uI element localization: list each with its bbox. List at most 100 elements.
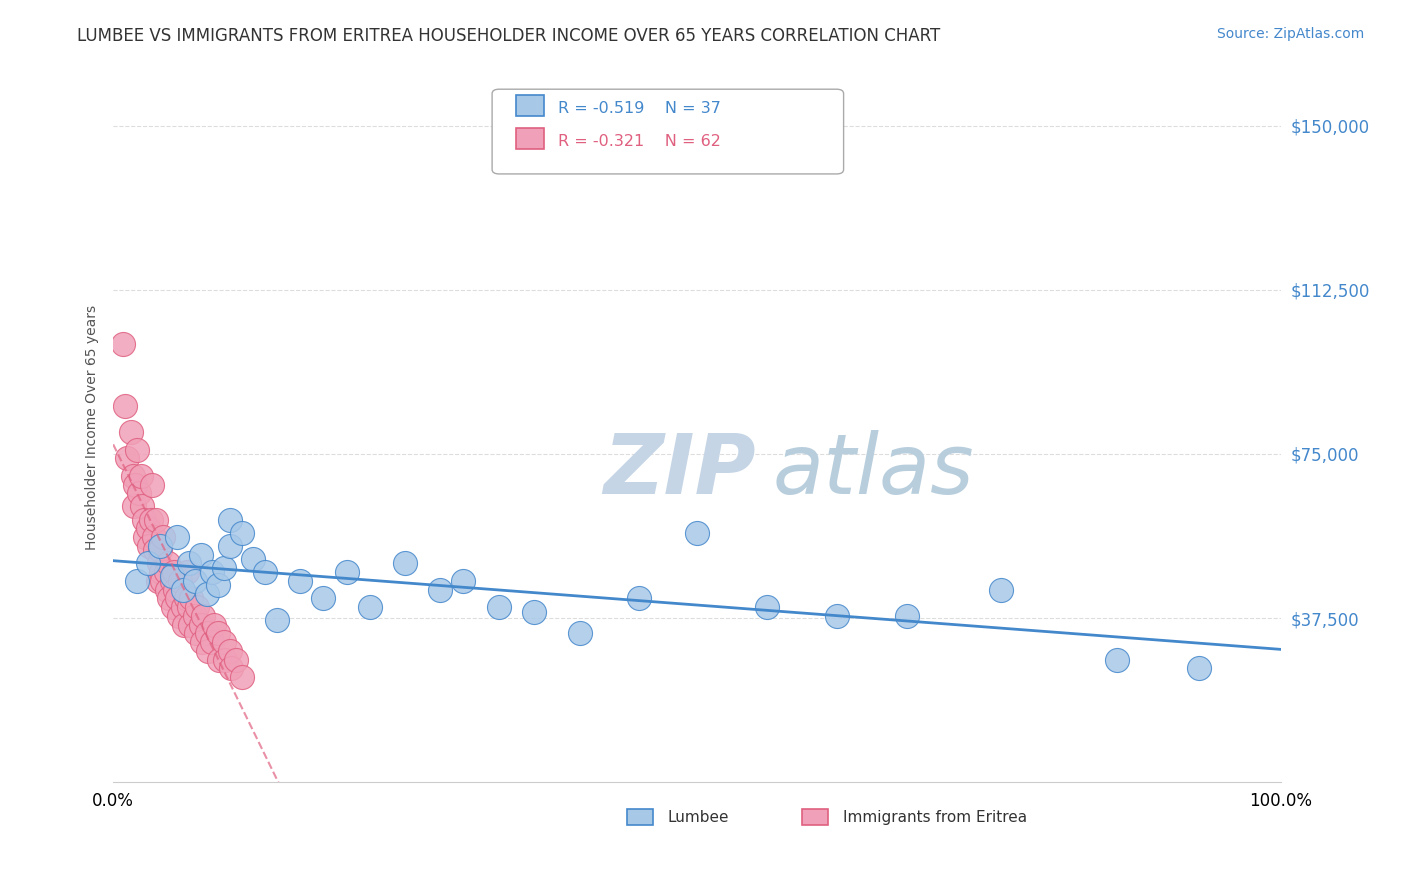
Point [120,425,142,439]
Point [162,600,184,615]
Text: LUMBEE VS IMMIGRANTS FROM ERITREA HOUSEHOLDER INCOME OVER 65 YEARS CORRELATION C: LUMBEE VS IMMIGRANTS FROM ERITREA HOUSEH… [77,27,941,45]
Point [201,565,224,579]
FancyBboxPatch shape [801,809,828,825]
Point [190,617,212,632]
Point [172,600,194,615]
Point [134,530,156,544]
Point [125,442,148,457]
Text: R = -0.321    N = 62: R = -0.321 N = 62 [558,135,721,149]
Point [149,543,172,558]
Point [115,451,138,466]
Point [124,477,146,491]
Point [756,600,779,615]
Point [169,574,191,588]
Point [152,530,174,544]
Point [225,653,247,667]
Y-axis label: Householder Income Over 65 years: Householder Income Over 65 years [86,305,100,550]
Point [242,552,264,566]
Point [166,591,188,606]
Point [219,512,242,526]
Point [155,565,177,579]
Point [202,617,225,632]
Point [156,582,179,597]
Point [136,521,159,535]
FancyBboxPatch shape [627,809,652,825]
Point [231,525,253,540]
Point [165,582,187,597]
Point [177,600,200,615]
Point [184,626,207,640]
Point [122,500,145,514]
Point [825,608,848,623]
Point [686,525,709,540]
Point [219,661,242,675]
Point [195,626,218,640]
Point [336,565,359,579]
Point [191,635,214,649]
Point [207,626,229,640]
Point [136,557,159,571]
Point [157,557,180,571]
Point [429,582,451,597]
Point [219,539,242,553]
Point [184,608,207,623]
Point [160,574,183,588]
Point [131,500,153,514]
Point [166,530,188,544]
Point [1107,653,1129,667]
Point [1188,661,1211,675]
Text: Immigrants from Eritrea: Immigrants from Eritrea [844,810,1026,824]
Point [207,578,229,592]
Point [212,635,235,649]
Point [394,557,416,571]
Point [146,574,169,588]
Point [157,591,180,606]
Point [288,574,311,588]
Point [145,512,167,526]
Point [231,670,253,684]
Point [138,539,160,553]
Point [488,600,510,615]
Point [141,477,163,491]
Point [163,565,186,579]
Point [186,600,208,615]
Point [212,560,235,574]
Point [312,591,335,606]
Point [184,574,207,588]
Point [359,600,381,615]
Text: Lumbee: Lumbee [668,810,730,824]
Point [122,468,145,483]
Point [522,605,544,619]
Point [150,574,173,588]
Point [143,530,166,544]
Point [114,399,136,413]
Point [180,591,202,606]
Point [148,557,170,571]
Text: R = -0.519    N = 37: R = -0.519 N = 37 [558,102,721,116]
Point [150,565,173,579]
Point [172,582,194,597]
Point [190,548,212,562]
Point [266,613,288,627]
Point [167,608,190,623]
Point [990,582,1012,597]
Point [139,512,162,526]
Point [174,591,197,606]
Point [253,565,276,579]
Text: atlas: atlas [773,430,974,511]
Point [197,644,219,658]
Point [896,608,918,623]
Point [160,569,183,583]
Point [201,635,224,649]
Point [125,574,148,588]
Point [111,337,134,351]
Point [179,617,201,632]
Point [128,486,150,500]
Point [191,608,214,623]
Point [569,626,592,640]
Point [132,512,155,526]
Text: Source: ZipAtlas.com: Source: ZipAtlas.com [1216,27,1364,41]
Point [149,539,172,553]
Point [177,557,200,571]
Point [453,574,475,588]
